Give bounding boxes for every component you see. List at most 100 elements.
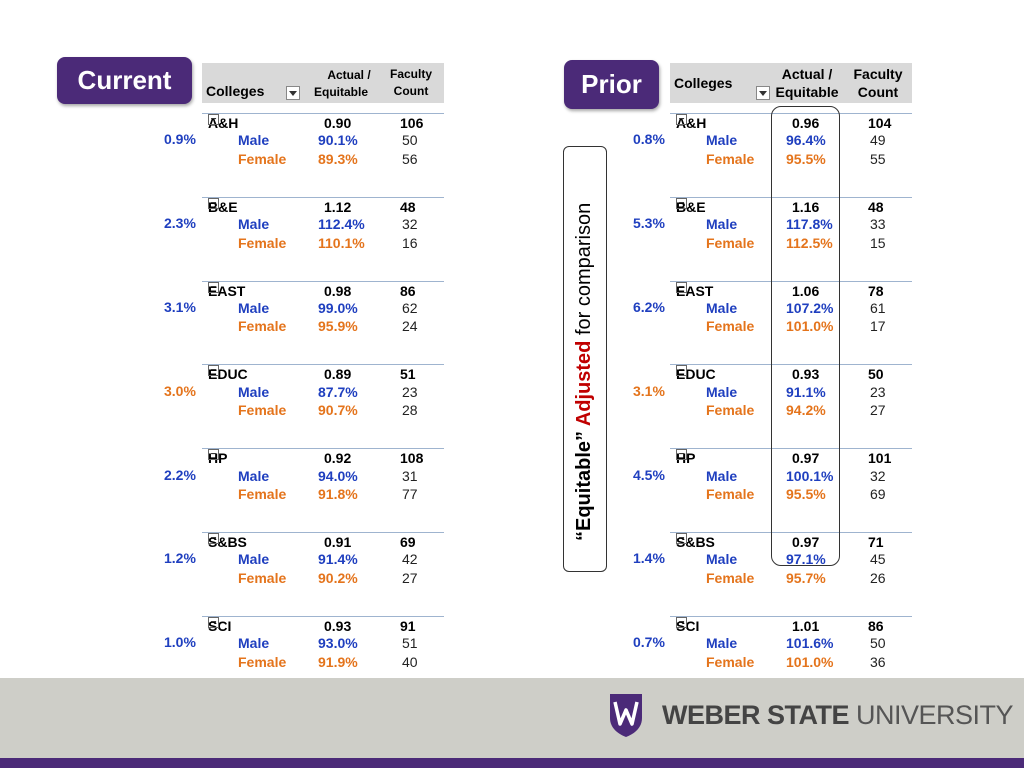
college-row[interactable]: − EDUC 0.89 51	[202, 364, 444, 383]
female-row[interactable]: Female 91.9% 40	[202, 653, 444, 671]
ratio-header-line2: Equitable	[313, 85, 368, 99]
count-header-line2: Count	[857, 84, 899, 100]
male-row[interactable]: Male 117.8% 33	[670, 215, 912, 233]
male-row[interactable]: Male 99.0% 62	[202, 299, 444, 317]
female-row[interactable]: Female 101.0% 36	[670, 653, 912, 671]
female-ratio: 101.0%	[786, 318, 834, 335]
male-row[interactable]: Male 90.1% 50	[202, 131, 444, 149]
male-count: 61	[870, 300, 886, 316]
male-count: 23	[870, 383, 886, 400]
college-row[interactable]: − HP 0.97 101	[670, 448, 912, 467]
current-table-header: Colleges Actual / Equitable Faculty Coun…	[202, 63, 444, 103]
female-row[interactable]: Female 110.1% 16	[202, 234, 444, 252]
college-name: − B&E	[676, 197, 706, 216]
collapse-icon[interactable]: −	[676, 114, 687, 125]
gender-gap-pct: 4.5%	[633, 466, 665, 483]
college-name: − HP	[208, 449, 227, 467]
female-row[interactable]: Female 89.3% 56	[202, 150, 444, 168]
female-row[interactable]: Female 95.7% 26	[670, 569, 912, 587]
male-ratio: 91.4%	[318, 551, 358, 568]
college-count: 101	[868, 450, 892, 467]
filter-dropdown-icon[interactable]	[286, 86, 300, 100]
college-row[interactable]: − A&H 0.90 106	[202, 113, 444, 132]
college-row[interactable]: − A&H 0.96 104	[670, 113, 912, 132]
male-count: 32	[870, 467, 886, 484]
collapse-icon[interactable]: −	[208, 114, 219, 125]
female-ratio: 91.8%	[318, 486, 358, 502]
collapse-icon[interactable]: −	[676, 616, 687, 628]
college-ratio: 1.16	[792, 198, 820, 215]
collapse-icon[interactable]: −	[676, 281, 687, 293]
college-row[interactable]: − B&E 1.16 48	[670, 196, 912, 216]
college-count: 78	[868, 282, 884, 299]
college-row[interactable]: − S&BS 0.97 71	[670, 532, 912, 551]
college-row[interactable]: − B&E 1.12 48	[202, 196, 444, 216]
female-row[interactable]: Female 112.5% 15	[670, 234, 912, 252]
female-row[interactable]: Female 90.2% 27	[202, 569, 444, 587]
male-row[interactable]: Male 94.0% 31	[202, 467, 444, 485]
female-row[interactable]: Female 91.8% 77	[202, 485, 444, 503]
college-row[interactable]: − SCI 0.93 91	[202, 615, 444, 635]
collapse-icon[interactable]: −	[208, 197, 219, 209]
collapse-icon[interactable]: −	[208, 616, 219, 628]
male-row[interactable]: Male 107.2% 61	[670, 299, 912, 317]
college-count: 108	[400, 450, 424, 467]
female-count: 27	[870, 402, 886, 419]
college-ratio: 0.93	[792, 366, 820, 383]
colleges-header: Colleges	[206, 83, 265, 99]
filter-dropdown-icon[interactable]	[756, 86, 770, 100]
gender-gap-pct: 6.2%	[633, 299, 665, 315]
collapse-icon[interactable]: −	[676, 365, 687, 377]
female-row[interactable]: Female 94.2% 27	[670, 401, 912, 419]
collapse-icon[interactable]: −	[676, 533, 687, 544]
gender-gap-pct: 0.9%	[164, 131, 196, 148]
college-row[interactable]: − SCI 1.01 86	[670, 615, 912, 635]
college-count: 71	[868, 534, 884, 550]
male-row[interactable]: Male 87.7% 23	[202, 383, 444, 401]
collapse-icon[interactable]: −	[208, 449, 219, 461]
female-label: Female	[238, 653, 287, 670]
female-count: 15	[870, 234, 886, 251]
collapse-icon[interactable]: −	[676, 197, 687, 209]
college-name-text: S&BS	[676, 534, 715, 550]
collapse-icon[interactable]: −	[208, 533, 219, 544]
female-row[interactable]: Female 95.9% 24	[202, 317, 444, 335]
male-label: Male	[238, 383, 270, 400]
college-row[interactable]: − EAST 1.06 78	[670, 280, 912, 300]
female-row[interactable]: Female 101.0% 17	[670, 317, 912, 335]
male-row[interactable]: Male 97.1% 45	[670, 550, 912, 568]
male-row[interactable]: Male 100.1% 32	[670, 467, 912, 485]
male-row[interactable]: Male 96.4% 49	[670, 131, 912, 149]
male-count: 51	[402, 635, 418, 652]
college-row[interactable]: − EAST 0.98 86	[202, 280, 444, 300]
male-row[interactable]: Male 91.1% 23	[670, 383, 912, 401]
college-ratio: 0.89	[324, 366, 352, 383]
ratio-header-line1: Actual /	[781, 66, 833, 82]
college-row[interactable]: − S&BS 0.91 69	[202, 532, 444, 551]
collapse-icon[interactable]: −	[208, 365, 219, 377]
female-count: 55	[870, 150, 886, 167]
male-row[interactable]: Male 112.4% 32	[202, 215, 444, 233]
college-row[interactable]: − HP 0.92 108	[202, 448, 444, 467]
female-row[interactable]: Female 95.5% 69	[670, 485, 912, 503]
college-row[interactable]: − EDUC 0.93 50	[670, 364, 912, 383]
gender-gap-pct: 3.1%	[633, 382, 665, 399]
count-header-line1: Faculty	[389, 67, 432, 81]
gender-gap-pct: 1.4%	[633, 550, 665, 567]
college-count: 86	[400, 282, 416, 299]
female-ratio: 110.1%	[318, 234, 365, 251]
collapse-icon[interactable]: −	[208, 281, 219, 293]
male-row[interactable]: Male 93.0% 51	[202, 634, 444, 652]
collapse-icon[interactable]: −	[676, 449, 687, 461]
male-row[interactable]: Male 101.6% 50	[670, 634, 912, 652]
college-ratio: 0.92	[324, 450, 352, 467]
female-row[interactable]: Female 90.7% 28	[202, 401, 444, 419]
prior-table-header: Colleges Actual / Equitable Faculty Coun…	[670, 63, 912, 103]
gender-gap-pct: 0.8%	[633, 131, 665, 148]
college-count: 48	[400, 198, 416, 215]
female-row[interactable]: Female 95.5% 55	[670, 150, 912, 168]
gender-gap-pct: 2.2%	[164, 466, 196, 483]
male-row[interactable]: Male 91.4% 42	[202, 550, 444, 568]
college-ratio: 0.93	[324, 617, 352, 634]
male-label: Male	[238, 551, 270, 568]
